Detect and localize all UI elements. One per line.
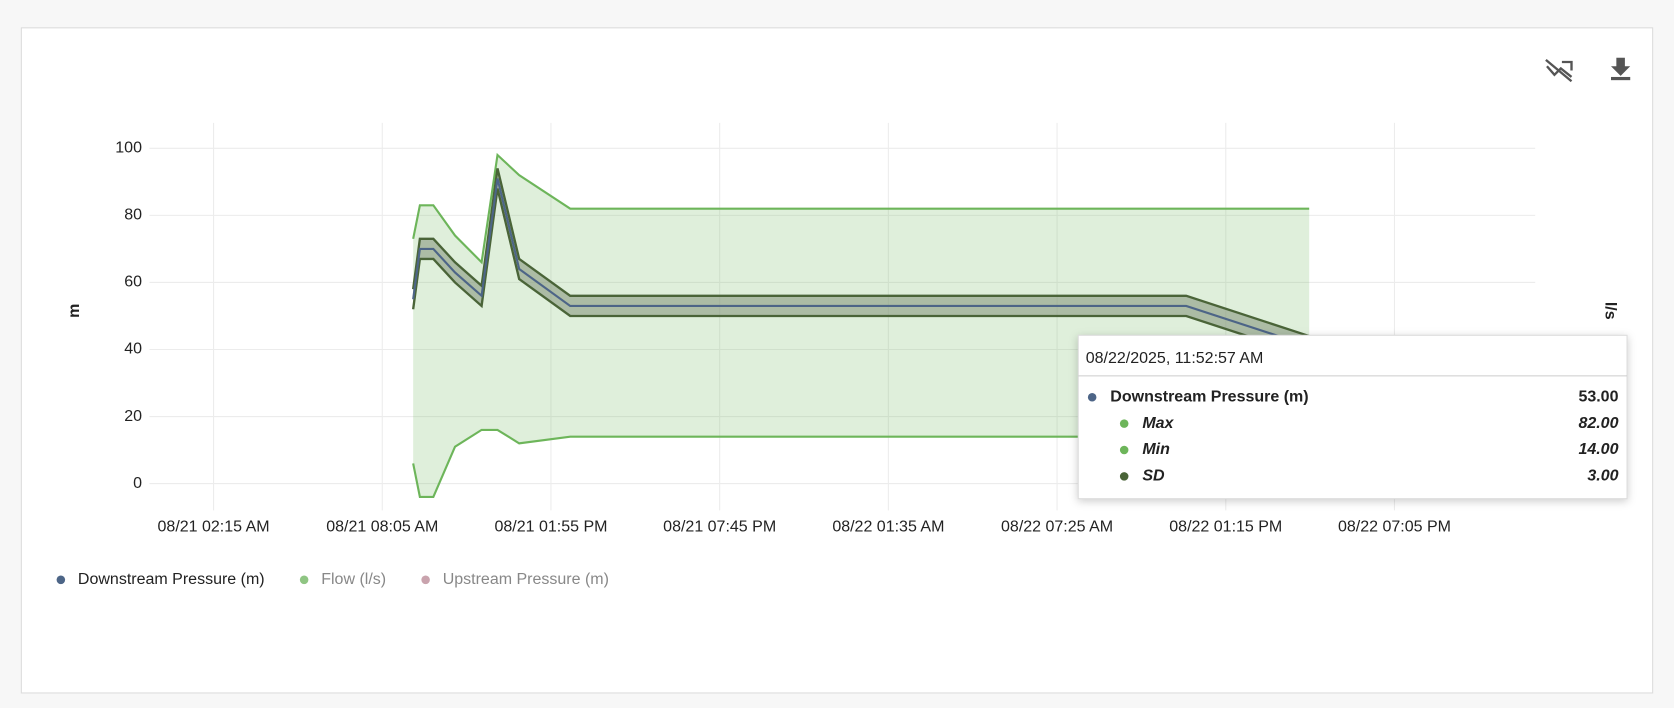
legend-label[interactable]: Upstream Pressure (m): [443, 571, 609, 588]
tooltip-value: 14.00: [1578, 441, 1618, 458]
tooltip-label: Downstream Pressure (m): [1110, 388, 1308, 405]
series-line: [412, 178, 1310, 348]
legend-marker: [421, 575, 430, 585]
sd-upper-line: [411, 168, 1310, 338]
x-tick-label: 08/21 08:05 AM: [326, 519, 438, 536]
tooltip-box: [1077, 334, 1628, 500]
tooltip-marker: [1119, 419, 1129, 428]
x-tick-label: 08/22 01:35 AM: [832, 519, 944, 536]
axes: 0 20 40 60 80 100 08/21 02:15 AM 08/21 08:05 AM…: [115, 140, 1451, 536]
legend-marker: [56, 575, 66, 585]
tooltip-marker: [1087, 392, 1097, 402]
tooltip-label: SD: [1142, 468, 1165, 485]
tooltip-title: 08/22/2025, 11:52:57 AM: [1086, 350, 1264, 367]
sd-lower-line: [411, 188, 1310, 358]
x-tick-label: 08/22 07:25 AM: [1001, 519, 1113, 536]
download-icon[interactable]: [1611, 57, 1631, 81]
sd-band: [413, 168, 1310, 357]
y-tick-label: 40: [124, 341, 142, 358]
y-tick-label: 0: [133, 475, 142, 492]
tooltip-label: Max: [1142, 415, 1174, 432]
y2-axis-label: l/s: [1602, 302, 1619, 320]
y-axis-label: m: [66, 304, 83, 318]
y-tick-label: 100: [115, 140, 142, 157]
legend: Downstream Pressure (m) Flow (l/s) Upstrea…: [56, 571, 609, 588]
legend-label[interactable]: Downstream Pressure (m): [78, 571, 265, 588]
min-line: [412, 428, 1310, 499]
x-tick-label: 08/21 07:45 PM: [663, 519, 776, 536]
x-tick-label: 08/21 01:55 PM: [494, 519, 607, 536]
max-line: [412, 152, 1310, 265]
tooltip-value: 53.00: [1578, 388, 1618, 405]
toggle-series-icon[interactable]: [1545, 58, 1573, 83]
tooltip-value: 82.00: [1578, 415, 1618, 432]
tooltip-marker: [1119, 445, 1129, 455]
legend-label[interactable]: Flow (l/s): [321, 571, 386, 588]
y-tick-label: 80: [124, 207, 142, 224]
legend-marker: [299, 575, 309, 585]
x-tick-label: 08/21 02:15 AM: [158, 519, 270, 536]
tooltip-marker: [1119, 472, 1129, 481]
y-tick-label: 60: [124, 274, 142, 291]
x-tick-label: 08/22 07:05 PM: [1338, 519, 1451, 536]
x-tick-label: 08/22 01:15 PM: [1169, 519, 1282, 536]
tooltip: 08/22/2025, 11:52:57 AM Downstream Press…: [1077, 334, 1628, 500]
tooltip-label: Min: [1142, 441, 1170, 458]
tooltip-value: 3.00: [1587, 468, 1618, 485]
y-tick-label: 20: [124, 408, 142, 425]
